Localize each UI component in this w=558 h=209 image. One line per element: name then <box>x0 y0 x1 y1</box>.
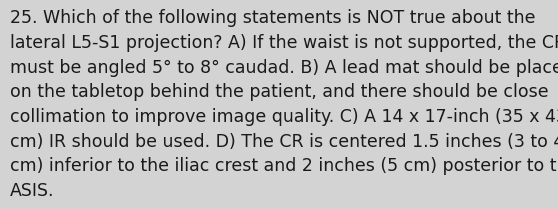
Text: 25. Which of the following statements is NOT true about the: 25. Which of the following statements is… <box>10 9 536 27</box>
Text: lateral L5-S1 projection? A) If the waist is not supported, the CR: lateral L5-S1 projection? A) If the wais… <box>10 34 558 52</box>
Text: cm) IR should be used. D) The CR is centered 1.5 inches (3 to 4: cm) IR should be used. D) The CR is cent… <box>10 133 558 151</box>
Text: on the tabletop behind the patient, and there should be close: on the tabletop behind the patient, and … <box>10 83 549 101</box>
Text: must be angled 5° to 8° caudad. B) A lead mat should be placed: must be angled 5° to 8° caudad. B) A lea… <box>10 59 558 77</box>
Text: collimation to improve image quality. C) A 14 x 17-inch (35 x 43-: collimation to improve image quality. C)… <box>10 108 558 126</box>
Text: ASIS.: ASIS. <box>10 182 55 200</box>
Text: cm) inferior to the iliac crest and 2 inches (5 cm) posterior to the: cm) inferior to the iliac crest and 2 in… <box>10 157 558 175</box>
